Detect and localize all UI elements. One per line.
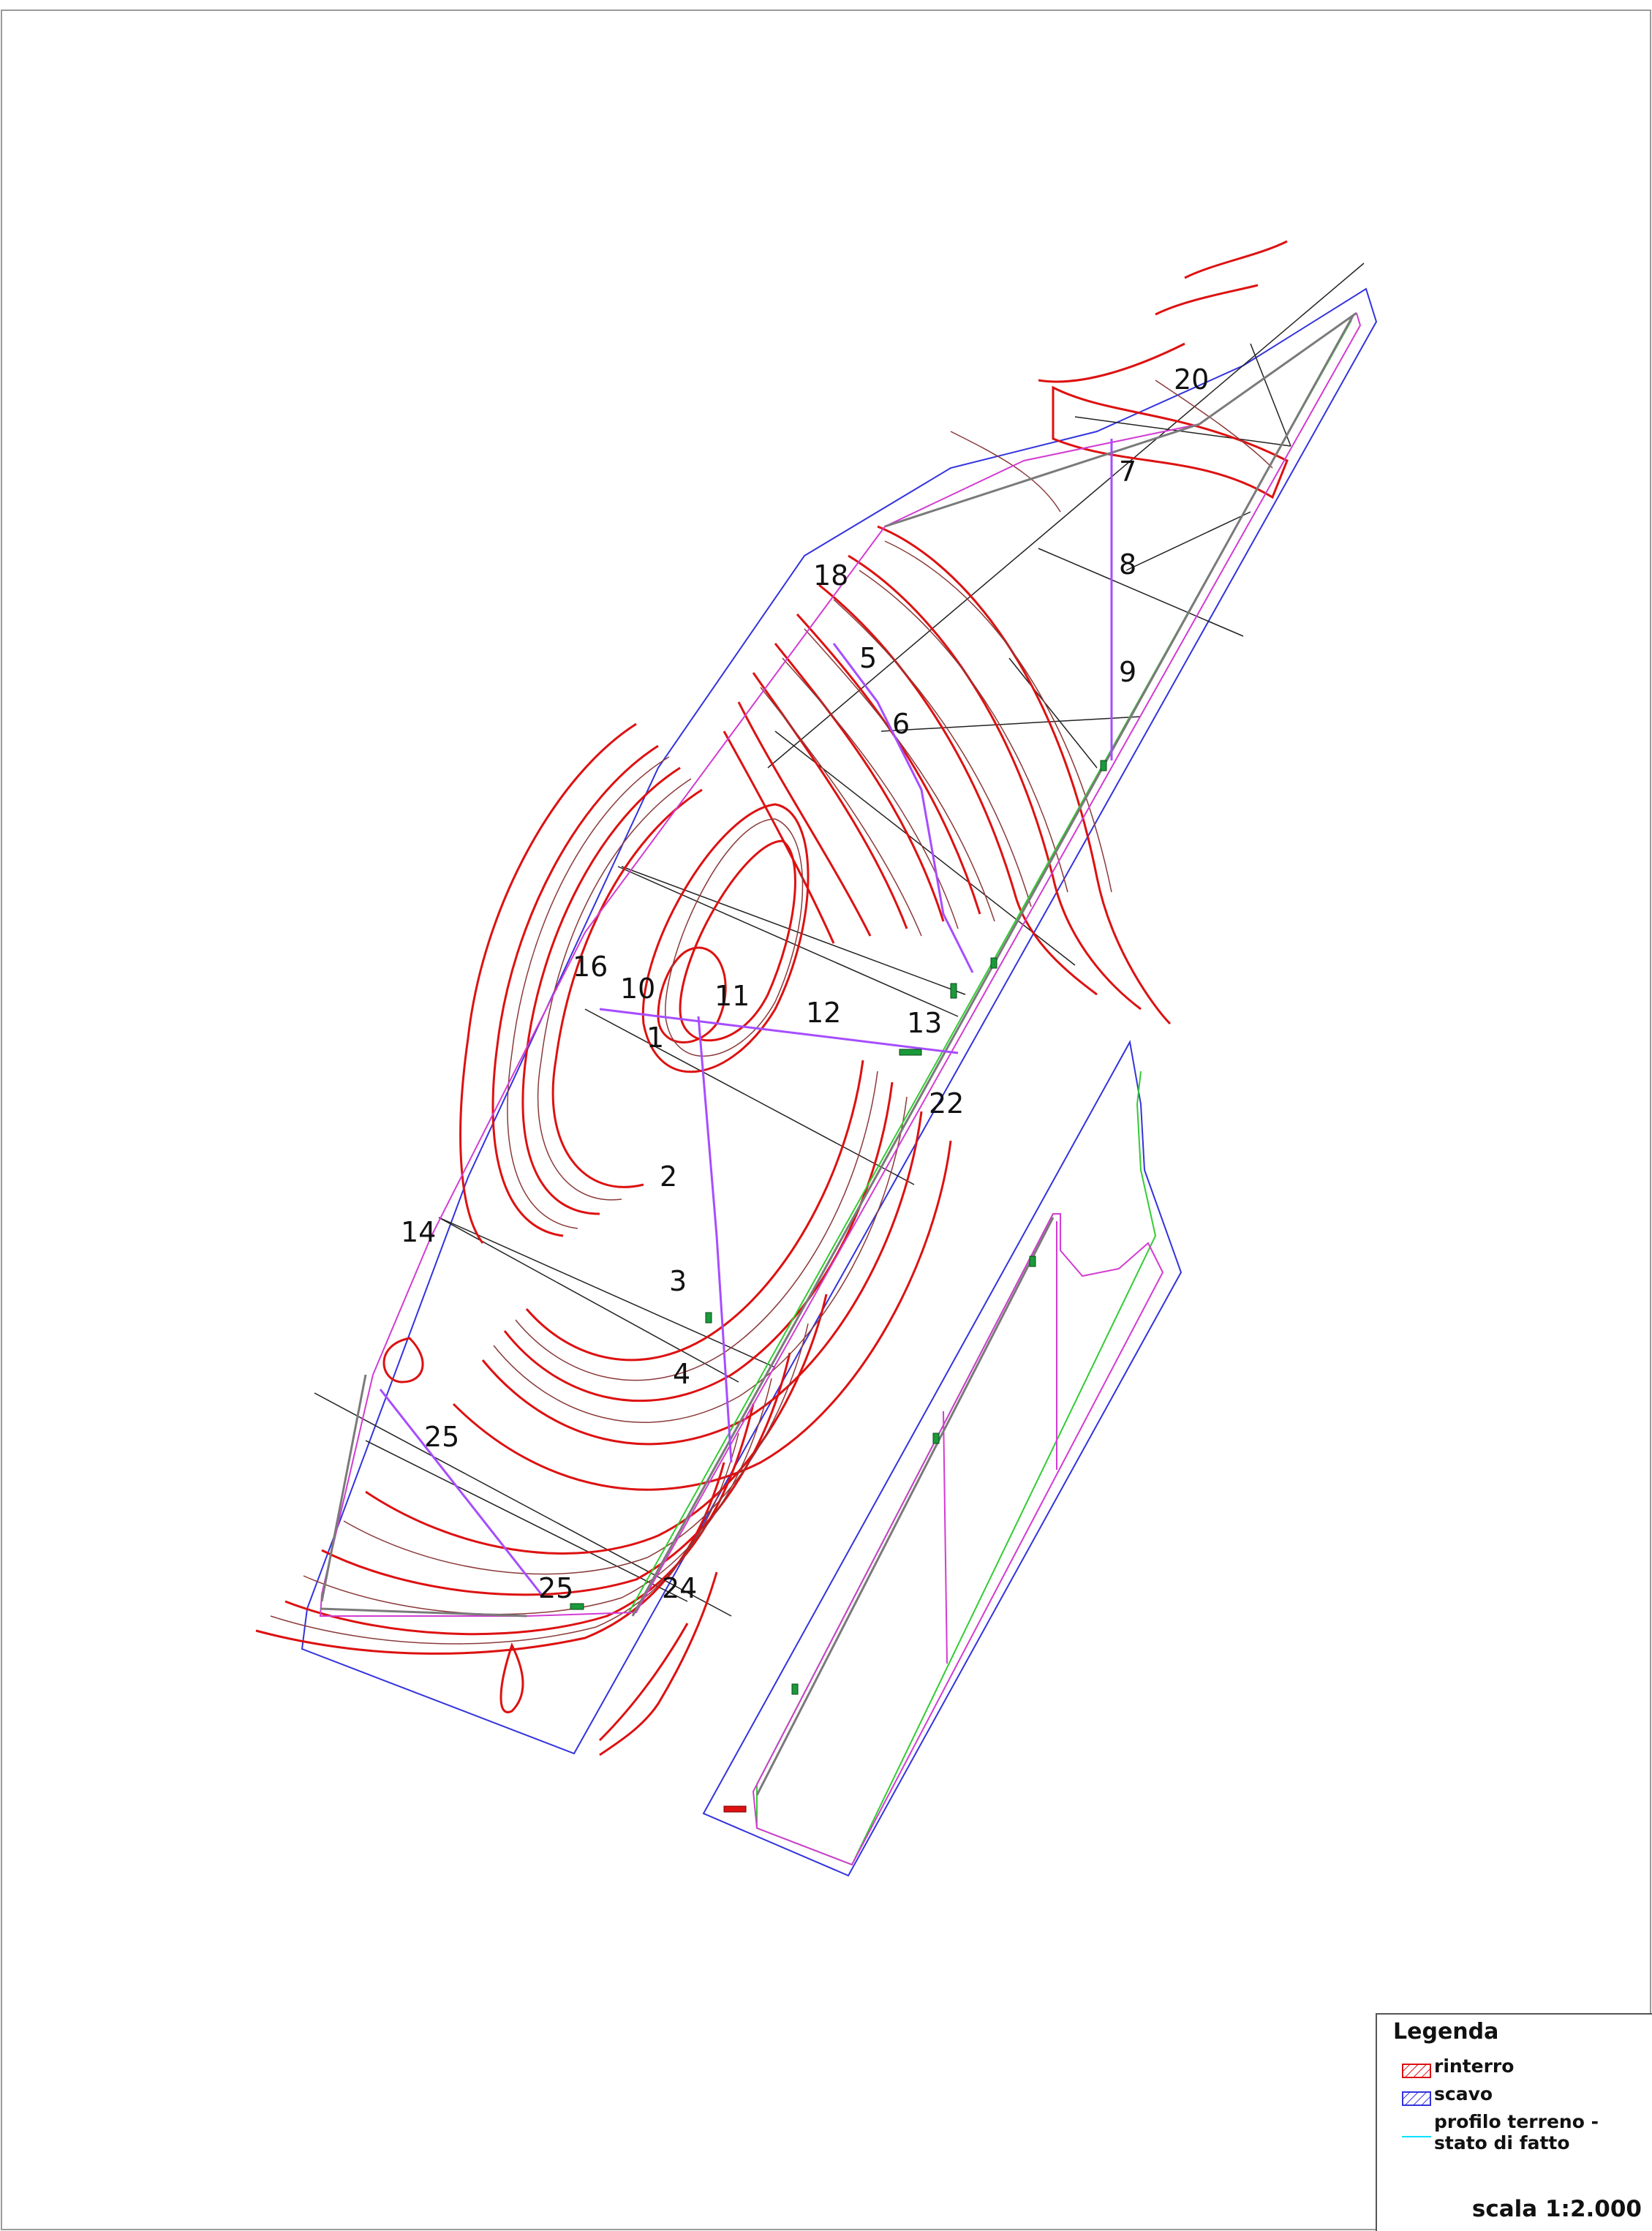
legend-label-profilo: profilo terreno - stato di fatto xyxy=(1434,2111,1599,2153)
section-label-12: 12 xyxy=(806,997,841,1029)
section-label-9: 9 xyxy=(1119,656,1136,688)
section-label-4: 4 xyxy=(673,1358,690,1390)
section-label-14: 14 xyxy=(401,1216,436,1248)
section-label-1: 1 xyxy=(646,1022,664,1054)
section-label-7: 7 xyxy=(1119,456,1136,488)
legend-title: Legenda xyxy=(1393,2019,1499,2045)
legend-box: Legenda rinterro scavo profilo terreno -… xyxy=(1376,2013,1652,2231)
sheet-frame xyxy=(1,10,1651,2230)
section-label-18: 18 xyxy=(813,559,848,592)
legend-label-scavo: scavo xyxy=(1434,2083,1493,2104)
lower-road xyxy=(752,1071,1164,1866)
section-label-2: 2 xyxy=(660,1160,677,1193)
lower-parcel-boundary xyxy=(702,1040,1183,1877)
red-hatch-swatch xyxy=(1402,2061,1431,2078)
axis-path xyxy=(379,439,1113,1595)
main-parcel-boundary xyxy=(301,287,1378,1755)
cyan-line-swatch xyxy=(1402,2136,1431,2137)
contour-lines xyxy=(255,240,1289,1756)
scale-label: scala 1:2.000 xyxy=(1471,2196,1642,2222)
section-label-3: 3 xyxy=(669,1265,687,1297)
section-label-5: 5 xyxy=(859,642,877,674)
section-lines xyxy=(314,263,1365,1617)
section-labels: 20 7 8 9 18 5 6 16 10 11 12 13 1 22 2 14… xyxy=(401,363,1209,1604)
section-label-25-upper: 25 xyxy=(424,1421,459,1453)
section-label-13: 13 xyxy=(907,1007,942,1039)
section-label-20: 20 xyxy=(1174,363,1209,396)
blue-hatch-swatch xyxy=(1402,2089,1431,2106)
section-label-11: 11 xyxy=(714,980,750,1012)
section-label-10: 10 xyxy=(620,973,655,1005)
markers xyxy=(570,760,1107,1813)
section-label-22: 22 xyxy=(929,1087,964,1120)
legend-label-rinterro: rinterro xyxy=(1434,2056,1515,2077)
section-label-16: 16 xyxy=(573,951,608,983)
section-label-25-lower: 25 xyxy=(538,1572,573,1604)
section-label-6: 6 xyxy=(892,708,910,740)
section-label-8: 8 xyxy=(1119,548,1136,581)
section-label-24: 24 xyxy=(662,1572,697,1604)
